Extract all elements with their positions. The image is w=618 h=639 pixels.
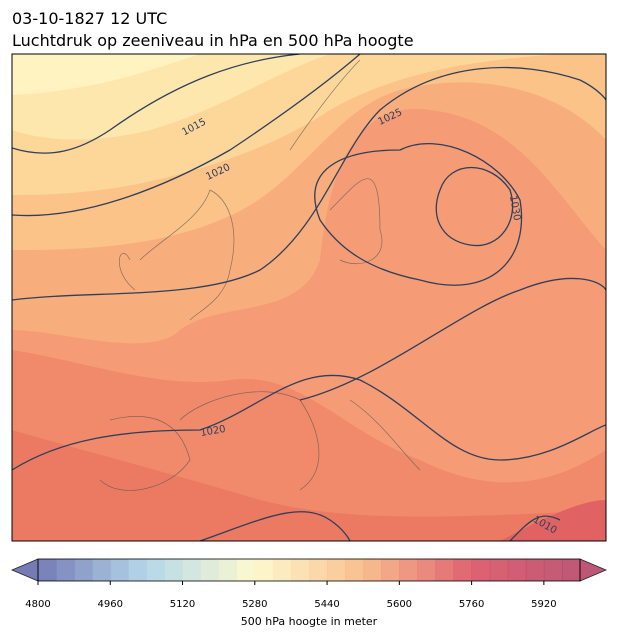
colorbar-segment [327, 559, 346, 581]
colorbar-segment [92, 559, 111, 581]
colorbar-tick-label: 4960 [98, 599, 123, 610]
colorbar-segment [110, 559, 129, 581]
colorbar-tick-label: 5760 [459, 599, 484, 610]
title: 03-10-1827 12 UTC [12, 9, 167, 28]
colorbar-segment [417, 559, 436, 581]
map-frame [11, 53, 607, 542]
colorbar-label: 500 hPa hoogte in meter [241, 615, 378, 628]
colorbar-segment [435, 559, 455, 581]
colorbar-tick-label: 5440 [314, 599, 339, 610]
isobar-label: 1020 [200, 424, 227, 439]
colorbar-segment [56, 559, 75, 581]
colorbar-tick-label: 5120 [170, 599, 195, 610]
colorbar-frame [37, 558, 581, 582]
colorbar: 4800 4960 5120 5280 5440 5600 5760 5920 [10, 558, 608, 610]
colorbar-segment [200, 559, 220, 581]
colorbar-segment [363, 559, 382, 581]
colorbar-extend-high [579, 558, 608, 582]
colorbar-tick-label: 4800 [25, 599, 50, 610]
colorbar-segment [471, 559, 491, 581]
colorbar-segment [218, 559, 238, 581]
colorbar-tick-label: 5920 [531, 599, 556, 610]
colorbar-segment [345, 559, 364, 581]
colorbar-segment [146, 559, 165, 581]
colorbar-segment [543, 559, 563, 581]
colorbar-segment [38, 559, 57, 581]
colorbar-segment [453, 559, 473, 581]
colorbar-segment [399, 559, 418, 581]
colorbar-segment [272, 559, 292, 581]
subtitle: Luchtdruk op zeeniveau in hPa en 500 hPa… [12, 31, 414, 50]
colorbar-segment [525, 559, 545, 581]
colorbar-segment [182, 559, 202, 581]
colorbar-segment [309, 559, 328, 581]
colorbar-tick-label: 5280 [242, 599, 267, 610]
isobar-label: 1030 [507, 195, 522, 222]
colorbar-segment [164, 559, 184, 581]
colorbar-tick-label: 5600 [387, 599, 412, 610]
colorbar-segment [381, 559, 400, 581]
colorbar-segment [561, 559, 581, 581]
colorbar-segment [489, 559, 509, 581]
map [12, 54, 606, 541]
colorbar-segment [74, 559, 93, 581]
colorbar-segment [236, 559, 256, 581]
colorbar-segment [128, 559, 147, 581]
colorbar-segment [507, 559, 527, 581]
colorbar-extend-low [10, 558, 39, 582]
colorbar-segment [290, 559, 310, 581]
colorbar-segment [254, 559, 274, 581]
